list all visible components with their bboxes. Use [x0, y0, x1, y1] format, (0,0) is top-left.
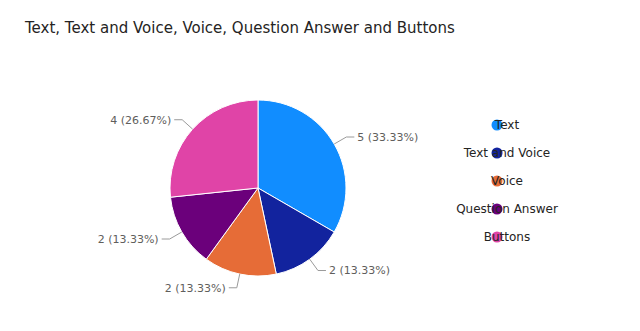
svg-text:Question Answer: Question Answer — [456, 202, 558, 216]
svg-text:2 (13.33%): 2 (13.33%) — [98, 233, 159, 246]
svg-text:4 (26.67%): 4 (26.67%) — [110, 114, 171, 127]
svg-text:Voice: Voice — [491, 174, 523, 188]
svg-text:2 (13.33%): 2 (13.33%) — [329, 264, 390, 277]
svg-text:Text and Voice: Text and Voice — [463, 146, 550, 160]
svg-text:5 (33.33%): 5 (33.33%) — [357, 131, 418, 144]
svg-text:Buttons: Buttons — [484, 230, 530, 244]
svg-text:Text: Text — [494, 118, 520, 132]
html-text:Text, Text and Voice, Voice, Q: Text, Text and Voice, Voice, Question An… — [25, 19, 455, 37]
svg-text:2 (13.33%): 2 (13.33%) — [165, 282, 226, 295]
